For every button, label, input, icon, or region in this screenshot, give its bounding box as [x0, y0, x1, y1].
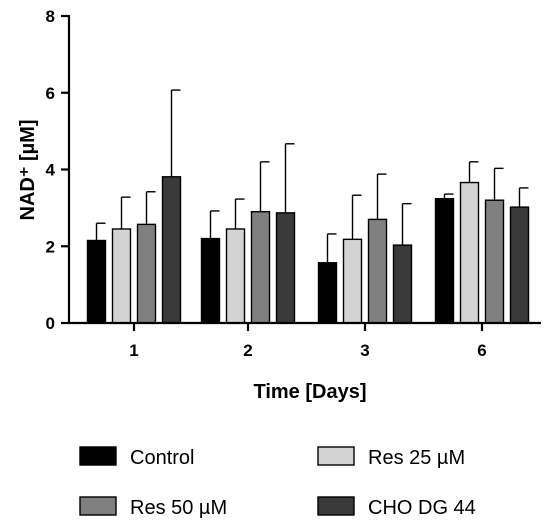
x-axis-title: Time [Days]	[253, 381, 366, 403]
legend-swatch-CHO DG 44	[317, 496, 355, 516]
bar-Res 25 µM-day-1	[111, 228, 132, 324]
y-tick-label-2: 2	[46, 237, 55, 256]
legend-swatch-Res 25 µM	[317, 446, 355, 466]
bar-Res 25 µM-day-3	[342, 238, 363, 324]
bar-Control-day-1	[86, 239, 107, 324]
y-tick-label-0: 0	[46, 314, 55, 333]
bar-Control-day-6	[434, 197, 455, 324]
y-tick-label-8: 8	[46, 7, 55, 26]
bar-CHO DG 44-day-2	[275, 212, 296, 324]
legend-swatch-Res 50 µM	[79, 496, 117, 516]
bar-CHO DG 44-day-3	[392, 244, 413, 324]
y-tick-label-6: 6	[46, 84, 55, 103]
bar-Control-day-3	[317, 262, 338, 324]
x-tick-label-3: 3	[360, 341, 369, 360]
bar-Res 50 µM-day-2	[250, 211, 271, 324]
legend-label-CHO DG 44: CHO DG 44	[368, 497, 476, 519]
bar-Res 25 µM-day-2	[225, 228, 246, 324]
legend-label-Res 50 µM: Res 50 µM	[130, 497, 227, 519]
x-tick-label-6: 6	[477, 341, 486, 360]
legend-label-Res 25 µM: Res 25 µM	[368, 447, 465, 469]
plot-area	[86, 89, 530, 324]
x-tick-label-1: 1	[129, 341, 138, 360]
legend-label-Control: Control	[130, 447, 194, 469]
y-axis: 0 2 4 6 8	[46, 7, 71, 333]
legend-swatch-Control	[79, 446, 117, 466]
x-axis: 1 2 3 6	[69, 321, 541, 360]
bar-Res 50 µM-day-6	[484, 199, 505, 324]
x-tick-label-2: 2	[243, 341, 252, 360]
y-axis-title: NAD⁺ [µM]	[17, 120, 39, 221]
bar-Res 25 µM-day-6	[459, 181, 480, 324]
bar-Res 50 µM-day-3	[367, 218, 388, 324]
y-tick-label-4: 4	[46, 161, 56, 180]
bar-CHO DG 44-day-1	[161, 176, 182, 324]
legend: Control Res 25 µM Res 50 µM CHO DG 44	[79, 446, 476, 519]
bar-Control-day-2	[200, 237, 221, 324]
bar-CHO DG 44-day-6	[509, 206, 530, 324]
bar-Res 50 µM-day-1	[136, 223, 157, 324]
